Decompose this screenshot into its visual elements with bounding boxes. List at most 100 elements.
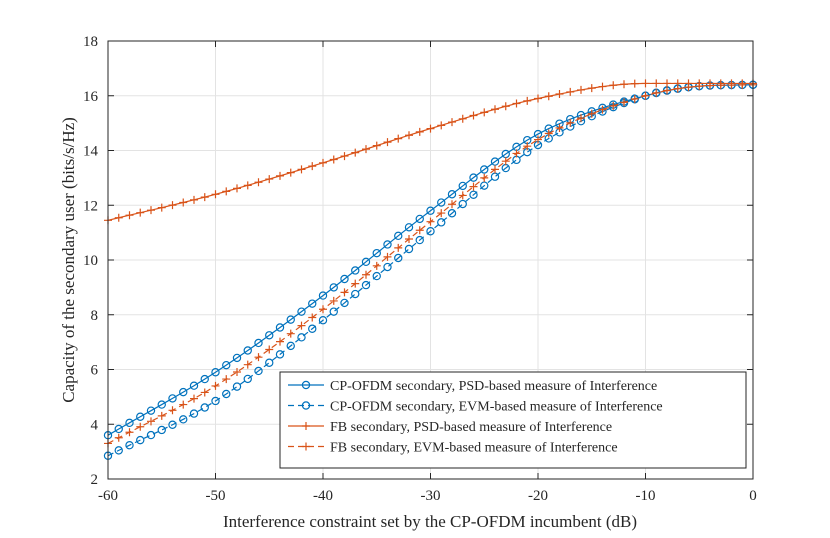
circle-marker [480,181,489,190]
x-tick-label: -40 [313,488,333,504]
x-tick-label: -20 [528,488,548,504]
circle-marker [490,157,500,166]
circle-marker [179,415,188,424]
plus-marker [534,94,542,103]
circle-marker [415,214,424,224]
plus-marker [243,181,252,190]
plus-marker [641,91,650,100]
plus-marker [727,81,736,90]
plus-marker [394,243,403,252]
plus-marker [512,149,521,158]
plus-marker [233,184,241,193]
plus-marker [620,80,628,89]
plus-marker [609,101,618,110]
plus-marker [211,381,220,390]
circle-marker [340,298,349,308]
circle-marker [318,291,328,300]
plus-marker [523,142,532,151]
plus-marker [458,114,467,123]
series-group [104,79,757,225]
plus-marker [276,337,284,346]
plus-marker [200,388,209,397]
plus-marker [286,168,295,177]
plus-marker [652,88,661,97]
circle-marker [265,331,274,340]
plus-marker [512,99,521,108]
legend-entry: FB secondary, EVM-based measure of Inter… [288,441,618,456]
plus-marker [458,191,467,200]
plus-marker [179,400,188,409]
y-tick-label: 6 [91,363,99,379]
plus-marker [329,155,338,164]
plus-marker [308,313,317,322]
plus-marker [297,321,306,330]
plus-marker [286,329,295,338]
plus-marker [598,105,607,114]
plus-marker [308,162,317,171]
plus-marker [480,108,489,117]
plus-marker [641,79,650,88]
legend-plus-marker [302,442,310,451]
plus-marker [125,428,134,437]
circle-marker [286,341,295,351]
circle-marker [275,350,285,359]
circle-marker [308,324,317,333]
circle-marker [125,440,134,450]
plus-marker [523,96,532,105]
circle-marker [404,244,414,254]
plus-marker [319,305,327,314]
legend-entry: CP-OFDM secondary, PSD-based measure of … [288,379,657,394]
plus-marker [566,118,575,127]
circle-marker [200,374,209,384]
plus-marker [319,158,327,167]
plus-marker [663,79,671,88]
plus-marker [469,111,478,120]
plus-marker [673,84,682,93]
plus-marker [587,84,596,93]
plus-marker [372,141,381,150]
plus-marker [351,279,360,288]
plus-marker [362,145,370,154]
y-tick-label: 8 [91,308,99,324]
plus-marker [340,288,349,297]
series-layer [103,79,758,460]
plus-marker [501,157,510,166]
plus-marker [405,235,413,244]
circle-marker [458,199,467,209]
plus-marker [233,367,241,376]
circle-marker [329,283,338,292]
x-tick-label: -10 [636,488,656,504]
circle-marker [469,190,478,199]
plus-marker [351,148,360,157]
plus-marker [587,109,596,118]
legend-label: CP-OFDM secondary, PSD-based measure of … [330,379,657,394]
x-tick-label: -60 [98,488,118,504]
plus-marker [448,118,456,127]
plus-marker [222,375,231,384]
circle-marker [222,360,231,370]
plus-marker [340,152,349,161]
plus-marker [415,127,424,136]
circle-marker [437,218,446,227]
plus-marker [609,81,618,90]
plus-marker [362,270,370,279]
series-group [104,80,757,448]
circle-marker [189,381,199,390]
x-axis-label: Interference constraint set by the CP-OF… [223,512,637,531]
circle-marker [351,289,360,299]
plus-marker [555,90,564,99]
circle-marker [265,358,274,367]
x-tick-label: 0 [749,488,757,504]
circle-marker [383,240,392,249]
legend-label: FB secondary, EVM-based measure of Inter… [330,441,618,456]
plus-marker [136,422,145,431]
grid-lines [108,41,753,479]
legend-circle-marker [301,401,311,410]
plus-marker [211,190,220,199]
plus-marker [684,83,693,92]
plus-marker [437,209,446,218]
plus-marker [254,353,263,362]
plus-marker [168,406,177,415]
plus-marker [254,178,263,187]
